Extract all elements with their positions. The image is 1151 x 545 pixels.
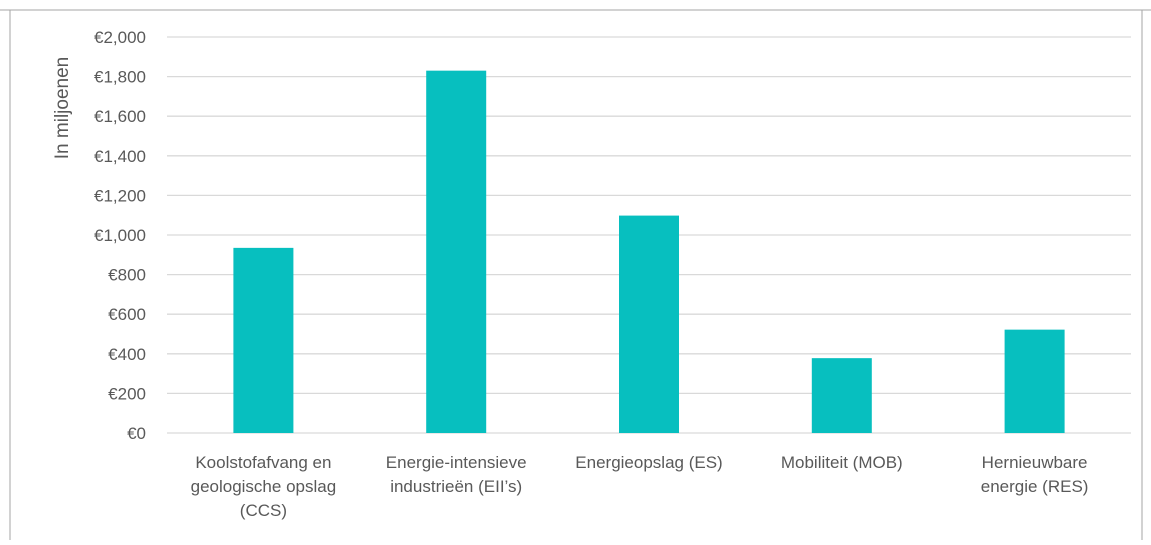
- y-tick-label: €1,000: [94, 226, 146, 245]
- x-category-label: industrieën (EII’s): [390, 477, 522, 496]
- x-category-label: Mobiliteit (MOB): [781, 453, 903, 472]
- y-tick-label: €2,000: [94, 28, 146, 47]
- y-tick-label: €1,600: [94, 107, 146, 126]
- y-tick-label: €800: [108, 266, 146, 285]
- x-axis-category-labels: Koolstofafvang en geologische opslag (CCS)…: [191, 453, 1089, 520]
- x-category-label: Koolstofafvang en: [195, 453, 331, 472]
- y-axis-title: In miljoenen: [52, 57, 73, 159]
- y-tick-label: €1,200: [94, 186, 146, 205]
- y-tick-label: €1,800: [94, 68, 146, 87]
- x-category-label: (CCS): [240, 501, 287, 520]
- bar: [1004, 329, 1065, 433]
- y-tick-label: €0: [127, 424, 146, 443]
- x-category-label: Hernieuwbare: [982, 453, 1088, 472]
- bar: [811, 358, 872, 433]
- y-axis-tick-labels: €0 €200 €400 €600 €800 €1,000 €1,200 €1,400 €1,6…: [94, 28, 146, 443]
- bar: [233, 247, 294, 433]
- y-tick-label: €1,400: [94, 147, 146, 166]
- bars: [233, 70, 1065, 433]
- x-category-label: geologische opslag: [191, 477, 337, 496]
- y-tick-label: €200: [108, 384, 146, 403]
- y-tick-label: €400: [108, 345, 146, 364]
- bar: [619, 215, 679, 433]
- bar: [426, 70, 487, 433]
- x-category-label: Energieopslag (ES): [575, 453, 722, 472]
- x-category-label: Energie-intensieve: [386, 453, 527, 472]
- x-category-label: energie (RES): [981, 477, 1089, 496]
- y-tick-label: €600: [108, 305, 146, 324]
- chart-frame: [0, 9, 1151, 540]
